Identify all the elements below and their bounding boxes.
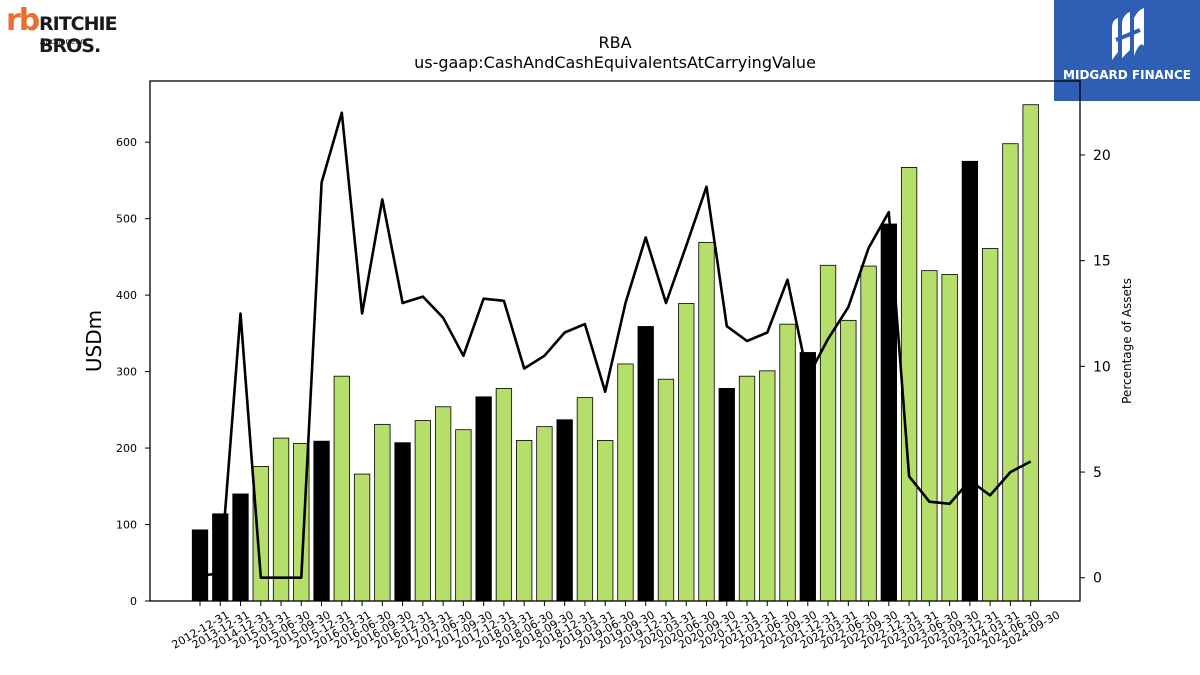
bar	[556, 419, 573, 602]
y-tick-label: 600	[116, 136, 137, 149]
bar	[495, 388, 513, 602]
bar	[921, 270, 938, 602]
bar	[252, 466, 269, 602]
plot-frame	[149, 80, 1081, 602]
bar	[617, 363, 634, 602]
bar	[799, 352, 816, 602]
bar	[597, 440, 614, 602]
ritchie-bros-subtitle: Auctioneers	[40, 37, 88, 46]
bar	[900, 167, 918, 602]
bar	[353, 473, 371, 602]
y-tick-label: 200	[116, 442, 137, 455]
bar	[576, 397, 594, 602]
bar	[1022, 104, 1039, 602]
y-tick-label: 500	[116, 213, 137, 226]
chart-title: RBA	[598, 33, 631, 52]
line-series	[199, 111, 1032, 580]
bar	[313, 440, 330, 602]
bar	[516, 440, 533, 602]
bar	[374, 423, 391, 602]
percentage-line	[199, 111, 1032, 580]
bar	[414, 420, 432, 602]
bar	[738, 375, 756, 602]
bar	[536, 426, 553, 602]
bar	[860, 265, 877, 602]
bar	[678, 303, 695, 602]
ritchie-bros-logo: rb RITCHIE BROS. Auctioneers	[6, 3, 176, 58]
y-tick-label: 100	[116, 519, 137, 532]
midgard-finance-logo: MIDGARD FINANCE	[1054, 0, 1200, 101]
bar	[394, 442, 411, 602]
bar	[657, 378, 675, 602]
y2-tick-label: 5	[1093, 465, 1102, 481]
bar	[961, 160, 979, 602]
bar	[191, 529, 209, 602]
bar	[455, 429, 472, 602]
bar	[759, 370, 776, 602]
bar-series	[191, 104, 1039, 602]
y-tick-label: 300	[116, 366, 137, 379]
bar	[941, 274, 958, 602]
y-axis-label: USDm	[82, 310, 106, 372]
bar	[232, 493, 249, 602]
y2-tick-label: 10	[1093, 359, 1111, 375]
y2-tick-label: 15	[1093, 254, 1111, 270]
rb-logo-mark: rb	[6, 3, 40, 38]
ritchie-bros-name: RITCHIE BROS.	[39, 13, 118, 57]
bar	[981, 248, 999, 602]
bar	[718, 388, 735, 602]
chart-subtitle: us-gaap:CashAndCashEquivalentsAtCarrying…	[414, 53, 816, 72]
midgard-finance-name: MIDGARD FINANCE	[1063, 68, 1191, 82]
axes: 0100200300400500600051015202012-12-31201…	[116, 80, 1111, 652]
bar	[840, 319, 857, 602]
bar	[475, 396, 492, 602]
y-tick-label: 400	[116, 289, 137, 302]
bar	[434, 406, 452, 602]
y2-axis-label: Percentage of Assets	[1120, 278, 1134, 404]
bar	[698, 241, 715, 602]
y2-tick-label: 20	[1093, 148, 1111, 164]
bar	[333, 375, 350, 602]
y-tick-label: 0	[130, 595, 137, 608]
bar	[819, 264, 837, 602]
midgard-emblem-icon	[1112, 8, 1144, 60]
bar	[779, 323, 796, 602]
bar	[1002, 143, 1019, 602]
bar	[637, 326, 654, 602]
y2-tick-label: 0	[1093, 571, 1102, 587]
